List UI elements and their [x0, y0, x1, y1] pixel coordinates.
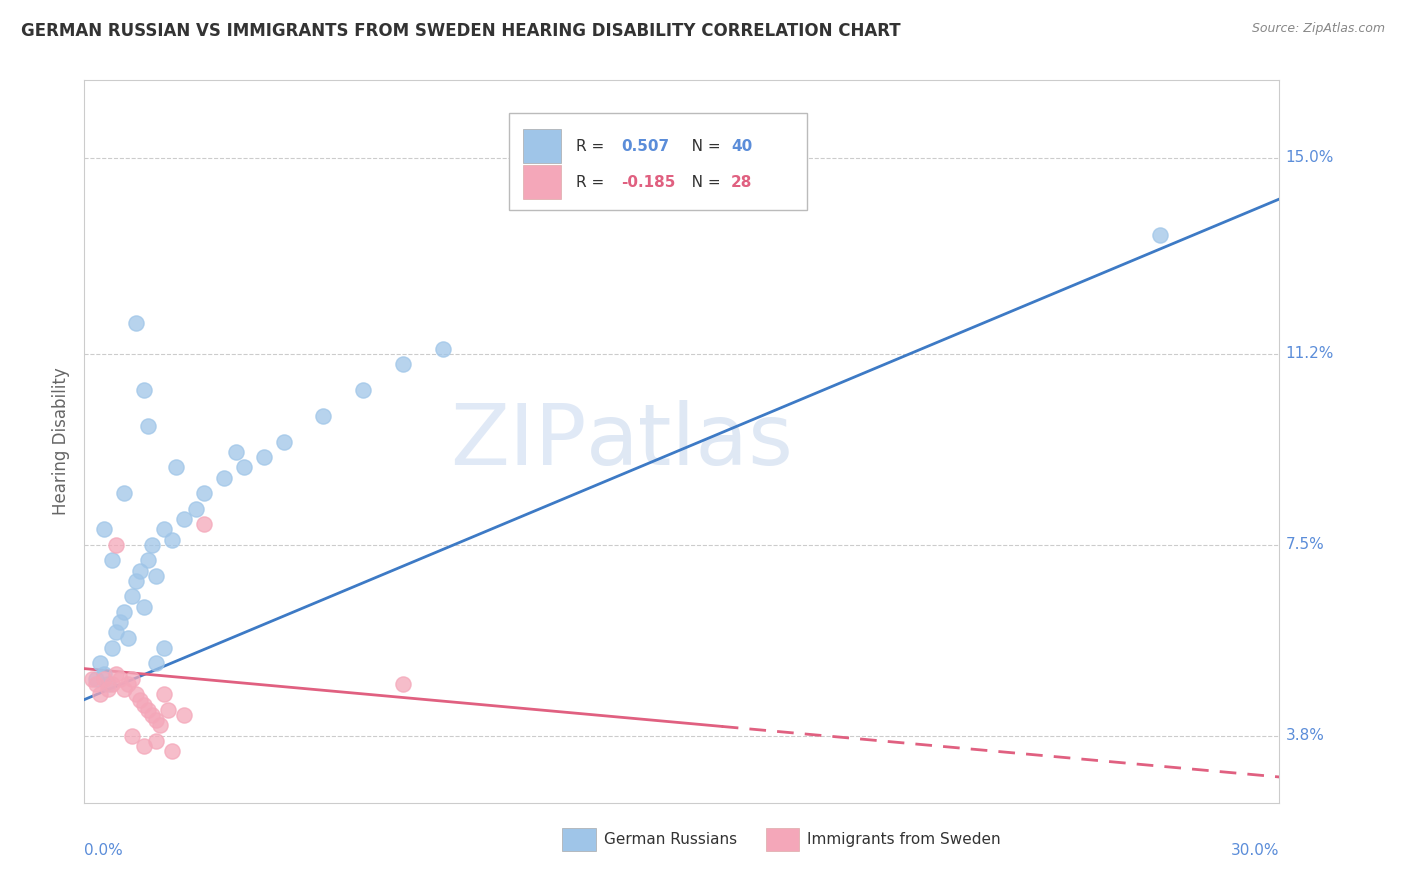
Text: 3.8%: 3.8%	[1285, 728, 1324, 743]
Point	[1149, 228, 1171, 243]
Text: N =: N =	[678, 138, 725, 153]
Text: 15.0%: 15.0%	[1285, 150, 1334, 165]
Point	[110, 615, 132, 630]
Text: 0.0%: 0.0%	[84, 843, 124, 857]
Point	[184, 501, 207, 516]
Point	[136, 703, 159, 717]
Point	[97, 682, 120, 697]
Point	[212, 471, 235, 485]
FancyBboxPatch shape	[509, 112, 807, 211]
Point	[173, 512, 195, 526]
Point	[101, 677, 124, 691]
Point	[173, 708, 195, 723]
Point	[117, 631, 139, 645]
Point	[273, 434, 295, 449]
Text: 7.5%: 7.5%	[1285, 537, 1324, 552]
Point	[193, 517, 215, 532]
Text: Immigrants from Sweden: Immigrants from Sweden	[807, 832, 1001, 847]
Point	[160, 744, 183, 758]
Point	[136, 553, 159, 567]
Point	[132, 739, 156, 753]
Text: atlas: atlas	[586, 400, 794, 483]
Text: 11.2%: 11.2%	[1285, 346, 1334, 361]
Point	[86, 677, 108, 691]
Point	[132, 698, 156, 712]
Point	[136, 419, 159, 434]
Point	[132, 383, 156, 397]
Point	[132, 599, 156, 614]
Point	[392, 357, 415, 371]
Point	[141, 708, 163, 723]
Point	[225, 445, 247, 459]
Point	[101, 553, 124, 567]
Bar	[523, 165, 561, 200]
Point	[153, 687, 176, 701]
Text: Source: ZipAtlas.com: Source: ZipAtlas.com	[1251, 22, 1385, 36]
Text: German Russians: German Russians	[605, 832, 737, 847]
Point	[125, 316, 148, 330]
Point	[153, 522, 176, 536]
Point	[157, 703, 180, 717]
Text: 40: 40	[731, 138, 752, 153]
Point	[82, 672, 104, 686]
Text: N =: N =	[678, 175, 725, 190]
Text: 28: 28	[731, 175, 752, 190]
Point	[232, 460, 254, 475]
Text: 30.0%: 30.0%	[1232, 843, 1279, 857]
Y-axis label: Hearing Disability: Hearing Disability	[52, 368, 70, 516]
Point	[129, 692, 152, 706]
Point	[121, 590, 143, 604]
Point	[432, 342, 454, 356]
Point	[125, 574, 148, 588]
Point	[160, 533, 183, 547]
Text: R =: R =	[575, 138, 609, 153]
Point	[352, 383, 374, 397]
Point	[312, 409, 335, 423]
Text: GERMAN RUSSIAN VS IMMIGRANTS FROM SWEDEN HEARING DISABILITY CORRELATION CHART: GERMAN RUSSIAN VS IMMIGRANTS FROM SWEDEN…	[21, 22, 901, 40]
Point	[121, 729, 143, 743]
Text: R =: R =	[575, 175, 609, 190]
Point	[105, 666, 128, 681]
Point	[145, 734, 167, 748]
Point	[112, 682, 135, 697]
Point	[86, 672, 108, 686]
Point	[89, 687, 111, 701]
Point	[121, 672, 143, 686]
Point	[117, 677, 139, 691]
Point	[112, 605, 135, 619]
Point	[153, 640, 176, 655]
Point	[125, 687, 148, 701]
Point	[89, 657, 111, 671]
Point	[110, 672, 132, 686]
Point	[392, 677, 415, 691]
Point	[93, 522, 115, 536]
Bar	[562, 828, 596, 851]
Text: -0.185: -0.185	[621, 175, 675, 190]
Bar	[523, 128, 561, 163]
Bar	[766, 828, 799, 851]
Point	[141, 538, 163, 552]
Point	[105, 625, 128, 640]
Point	[112, 486, 135, 500]
Point	[129, 564, 152, 578]
Point	[93, 666, 115, 681]
Point	[193, 486, 215, 500]
Point	[97, 677, 120, 691]
Point	[145, 657, 167, 671]
Point	[93, 672, 115, 686]
Point	[149, 718, 172, 732]
Point	[101, 640, 124, 655]
Point	[165, 460, 187, 475]
Point	[253, 450, 276, 464]
Point	[105, 538, 128, 552]
Point	[145, 568, 167, 582]
Point	[145, 713, 167, 727]
Text: ZIP: ZIP	[450, 400, 586, 483]
Text: 0.507: 0.507	[621, 138, 669, 153]
